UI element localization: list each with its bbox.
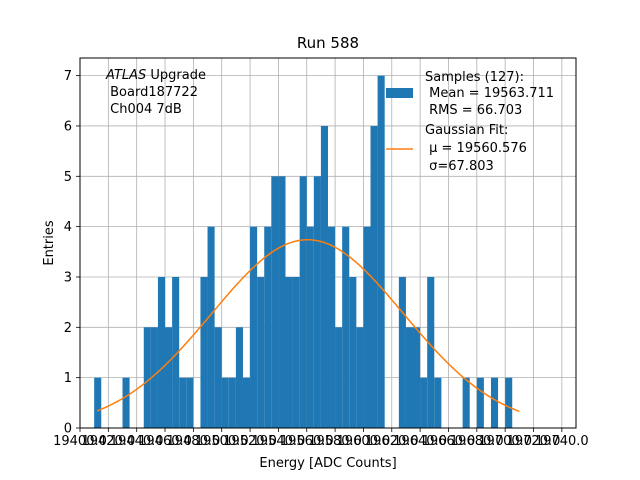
histogram-bar-9 [200, 276, 208, 428]
x-tick-label-16: 19720.0 [507, 434, 561, 449]
y-tick-label-5: 5 [64, 170, 72, 185]
histogram-bar-20 [278, 176, 286, 428]
histogram-bar-27 [328, 226, 336, 428]
histogram-bars [94, 75, 513, 429]
x-tick-label-11: 19620.0 [365, 434, 419, 449]
histogram-bar-25 [313, 176, 321, 428]
histogram-bar-21 [285, 276, 293, 428]
y-tick-label-2: 2 [64, 321, 72, 336]
histogram-bar-31 [356, 327, 364, 428]
histogram-bar-0 [94, 377, 102, 428]
histogram-bar-26 [320, 125, 328, 429]
histogram-bar-16 [250, 226, 258, 428]
annotation-atlas: ATLAS [105, 68, 146, 83]
histogram-bar-18 [264, 226, 272, 428]
x-tick-label-13: 19660.0 [422, 434, 476, 449]
histogram-bar-8 [186, 377, 194, 428]
histogram-bar-1 [122, 377, 130, 428]
histogram-bar-4 [157, 276, 166, 428]
histogram-bar-43 [490, 377, 499, 428]
histogram-bar-11 [214, 327, 222, 428]
x-tick-label-4: 19480.0 [166, 434, 220, 449]
y-axis-label: Entries [42, 220, 57, 266]
x-tick-label-17: 19740.0 [535, 434, 589, 449]
x-tick-label-1: 19420.0 [81, 434, 135, 449]
annotation-board: Board187722 [106, 85, 198, 100]
gaussian-fit-curve [96, 238, 520, 413]
histogram-bar-39 [427, 276, 435, 428]
legend-fit-label: Gaussian Fit: [425, 123, 508, 138]
x-tick-label-15: 19700.0 [478, 434, 532, 449]
y-tick-label-1: 1 [64, 371, 72, 386]
legend-samples-label: Samples (127): [425, 70, 524, 85]
legend: Samples (127): Mean = 19563.711 RMS = 66… [386, 70, 554, 174]
histogram-bar-19 [271, 176, 279, 428]
annotation-channel: Ch004 7dB [106, 102, 182, 117]
legend-samples-rms: RMS = 66.703 [425, 103, 522, 118]
histogram-bar-13 [228, 377, 236, 428]
annotation-upgrade: Upgrade [146, 68, 206, 83]
x-tick-label-5: 19500.0 [195, 434, 249, 449]
histogram-bar-30 [349, 276, 357, 428]
y-tick-label-7: 7 [64, 69, 72, 84]
y-axis-ticks: 0 1 2 3 4 5 6 7 [64, 69, 80, 437]
histogram-bar-15 [242, 377, 251, 428]
histogram-bar-37 [413, 327, 421, 428]
histogram-bar-33 [370, 125, 378, 429]
y-tick-label-6: 6 [64, 119, 72, 134]
histogram-bar-42 [476, 377, 484, 428]
x-tick-label-7: 19540.0 [252, 434, 306, 449]
histogram-bar-3 [150, 327, 158, 428]
histogram-bar-44 [505, 377, 513, 428]
x-tick-label-10: 19600.0 [337, 434, 391, 449]
y-tick-label-3: 3 [64, 270, 72, 285]
x-tick-label-12: 19640.0 [393, 434, 447, 449]
histogram-bar-7 [179, 377, 187, 428]
atlas-annotation: ATLAS Upgrade Board187722 Ch004 7dB [105, 68, 206, 117]
histogram-bar-6 [172, 276, 180, 428]
histogram-bar-28 [335, 327, 343, 428]
histogram-bar-10 [207, 226, 215, 428]
legend-fit-sigma: σ=67.803 [425, 159, 494, 174]
histogram-bar-22 [292, 276, 300, 428]
histogram-bar-24 [306, 226, 314, 428]
y-tick-label-0: 0 [64, 422, 72, 437]
histogram-bar-5 [165, 327, 173, 428]
histogram-bar-14 [235, 327, 243, 428]
x-axis-label: Energy [ADC Counts] [259, 456, 396, 471]
histogram-bar-34 [377, 75, 385, 428]
legend-swatch-samples [386, 88, 413, 98]
x-tick-label-0: 19400.0 [53, 434, 107, 449]
x-tick-label-9: 19580.0 [308, 434, 362, 449]
histogram-bar-38 [420, 377, 428, 428]
histogram-bar-23 [299, 176, 307, 428]
x-tick-label-3: 19460.0 [138, 434, 192, 449]
plot-frame [79, 57, 577, 429]
y-tick-label-4: 4 [64, 220, 72, 235]
histogram-bar-41 [462, 377, 470, 428]
x-tick-label-6: 19520.0 [223, 434, 277, 449]
legend-fit-mu: μ = 19560.576 [425, 141, 527, 156]
histogram-bar-32 [363, 226, 371, 428]
chart-title: Run 588 [297, 34, 359, 52]
histogram-bar-36 [405, 327, 414, 428]
x-tick-label-8: 19560.0 [280, 434, 334, 449]
x-axis-ticks: 19400.019420.019440.019460.019480.019500… [53, 428, 589, 449]
histogram-bar-2 [143, 327, 151, 428]
annotation-line-1: ATLAS Upgrade [105, 68, 206, 83]
histogram-bar-40 [434, 377, 442, 428]
histogram-bar-29 [342, 226, 350, 428]
histogram-bar-17 [257, 276, 265, 428]
x-tick-label-2: 19440.0 [110, 434, 164, 449]
histogram-bar-12 [221, 377, 229, 428]
legend-samples-mean: Mean = 19563.711 [425, 86, 554, 101]
histogram-bar-35 [398, 276, 406, 428]
x-tick-label-14: 19680.0 [450, 434, 504, 449]
